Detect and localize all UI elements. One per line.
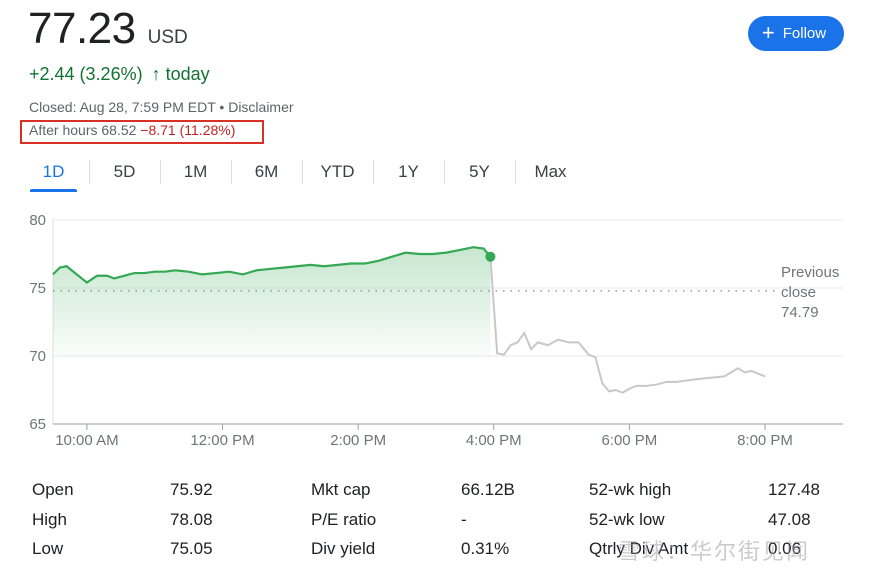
stat-value-open: 75.92 [170,480,213,499]
follow-button[interactable]: + Follow [748,16,844,51]
stat-label-52wk-low: 52-wk low [589,510,665,529]
follow-label: Follow [782,25,827,42]
stat-label-low: Low [32,539,64,558]
y-tick-label: 65 [29,416,46,433]
stat-value-mkt-cap: 66.12B [461,480,515,499]
current-price: 77.23 [28,4,136,53]
closed-status: Closed: Aug 28, 7:59 PM EDT • Disclaimer [29,99,294,115]
tab-1d[interactable]: 1D [18,156,89,192]
stat-value-div-yield: 0.31% [461,539,510,558]
up-arrow-icon: ↑ [151,64,161,84]
x-tick-label: 10:00 AM [55,432,118,449]
plus-icon: + [761,19,775,45]
after-hours-change: −8.71 (11.28%) [140,122,236,138]
stat-label-high: High [32,510,67,529]
closed-time: Closed: Aug 28, 7:59 PM EDT [29,99,216,115]
regular-session-line [52,246,492,284]
tab-1m[interactable]: 1M [160,156,231,190]
change-value: +2.44 (3.26%) [29,64,143,84]
previous-close-label: Previous [781,264,839,281]
previous-close-label-2: close [781,284,816,301]
x-tick-label: 2:00 PM [330,432,386,449]
stat-label-div-yield: Div yield [311,539,376,558]
regular-session-area [53,247,491,359]
stat-value-qtrly-div: 0.06 [768,539,802,558]
daily-change: +2.44 (3.26%) ↑ today [29,64,210,85]
x-tick-label: 4:00 PM [466,432,522,449]
after-hours-quote: After hours 68.52 −8.71 (11.28%) [29,122,235,138]
range-tabs: 1D 5D 1M 6M YTD 1Y 5Y Max [18,156,586,192]
previous-close-value: 74.79 [781,304,819,321]
change-period: today [165,64,210,84]
stat-value-52wk-high: 127.48 [768,480,820,499]
after-hours-line [489,256,766,394]
y-tick-label: 75 [29,280,46,297]
stat-value-52wk-low: 47.08 [768,510,811,529]
tab-1y[interactable]: 1Y [373,156,444,190]
price-row: 77.23 USD [28,4,188,54]
stat-value-low: 75.05 [170,539,213,558]
separator-bullet: • [215,99,229,115]
close-marker [485,251,496,262]
stat-label-52wk-high: 52-wk high [589,480,672,499]
tab-max[interactable]: Max [515,156,586,190]
tab-6m[interactable]: 6M [231,156,302,190]
y-tick-label: 80 [29,212,46,229]
after-hours-highlight-box [20,120,264,144]
x-tick-label: 8:00 PM [737,432,793,449]
stat-value-pe-ratio: - [461,510,467,529]
tab-5y[interactable]: 5Y [444,156,515,190]
x-tick-label: 12:00 PM [190,432,254,449]
x-tick-label: 6:00 PM [601,432,657,449]
currency-label: USD [147,27,188,48]
stat-label-qtrly-div: Qtrly Div Amt [589,539,689,558]
stat-label-pe-ratio: P/E ratio [311,510,377,529]
y-tick-label: 70 [29,348,46,365]
stat-value-high: 78.08 [170,510,213,529]
watermark: 雪球：华尔街见闻 [618,539,811,564]
tab-5d[interactable]: 5D [89,156,160,190]
price-chart[interactable]: 80 75 70 65 10:00 AM 12:00 PM 2:00 PM 4:00 PM 6:… [0,196,881,460]
stat-label-mkt-cap: Mkt cap [311,480,371,499]
stat-label-open: Open [32,480,74,499]
disclaimer-link[interactable]: Disclaimer [228,99,294,115]
tab-ytd[interactable]: YTD [302,156,373,190]
after-hours-price: After hours 68.52 [29,122,137,138]
